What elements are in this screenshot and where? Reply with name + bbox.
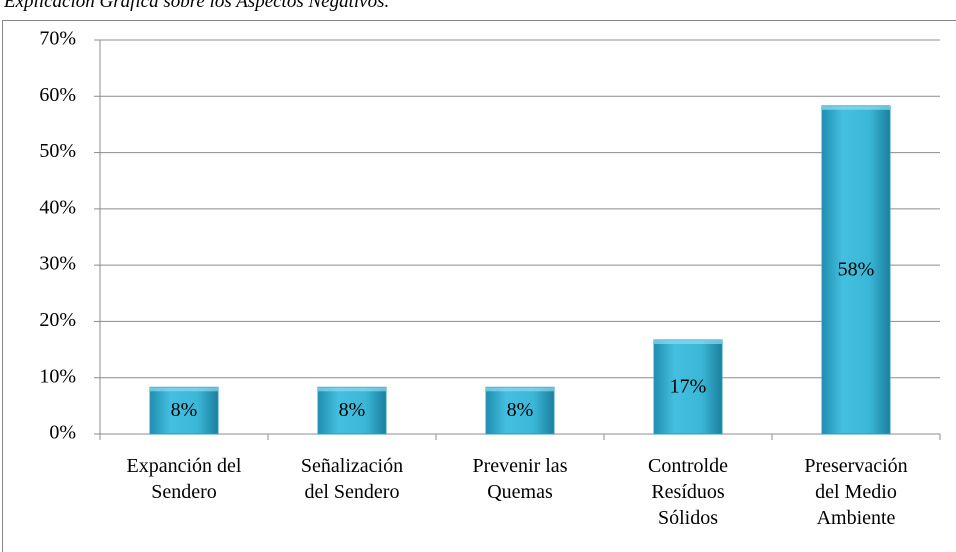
bar <box>149 386 219 435</box>
value-label: 8% <box>171 399 198 421</box>
y-tick-label: 20% <box>39 309 76 331</box>
y-tick-label: 60% <box>39 84 76 106</box>
bar-top <box>654 340 722 345</box>
y-tick-label: 40% <box>39 196 76 218</box>
bar-top <box>486 387 554 392</box>
y-tick-label: 30% <box>39 253 76 275</box>
value-label: 17% <box>670 376 707 398</box>
x-tick-label: Expanción del Sendero <box>126 455 242 503</box>
y-tick-label: 70% <box>39 28 76 50</box>
bar-top <box>150 387 218 392</box>
bar-top <box>318 387 386 392</box>
value-label: 8% <box>339 399 366 421</box>
y-tick-label: 10% <box>39 365 76 387</box>
y-tick-label: 0% <box>49 422 76 444</box>
bar <box>653 339 723 435</box>
x-tick-label: Prevenir las Quemas <box>472 455 568 503</box>
chart-frame <box>2 20 956 552</box>
x-tick-label: Preservación del Medio Ambiente <box>804 455 908 529</box>
bar <box>821 105 891 435</box>
value-label: 58% <box>838 259 875 281</box>
x-tick-label: Controlde Resíduos Sólidos <box>648 455 728 529</box>
bar <box>317 386 387 435</box>
chart-title: Explicación Gráfica sobre los Aspectos N… <box>4 0 390 12</box>
y-tick-label: 50% <box>39 140 76 162</box>
x-tick-label: Señalización del Sendero <box>300 455 404 503</box>
value-label: 8% <box>507 399 534 421</box>
bar-top <box>822 105 890 110</box>
